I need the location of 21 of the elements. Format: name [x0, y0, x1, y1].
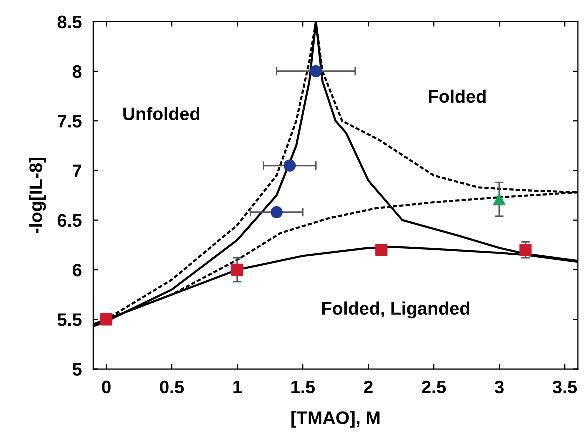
annotation: Folded: [429, 90, 486, 104]
y-tick-label: 5.5: [58, 314, 82, 326]
x-axis-title: [TMAO], M: [292, 411, 380, 428]
y-tick-label: 5: [72, 363, 82, 376]
x-tick-label: 1.5: [292, 381, 316, 394]
x-tick-label: 3: [494, 380, 504, 394]
y-tick-label: 7.5: [58, 115, 82, 128]
y-axis-title: -log[IL-8]: [29, 158, 46, 234]
y-tick-label: 7: [73, 164, 82, 178]
y-tick-label: 8: [72, 65, 82, 78]
x-tick-label: 2.5: [422, 380, 446, 394]
y-tick-label: 6.5: [58, 214, 82, 228]
x-tick-label: 0: [102, 380, 111, 394]
annotation: Unfolded: [124, 107, 200, 120]
x-tick-label: 2: [364, 380, 373, 394]
x-tick-label: 3.5: [552, 380, 578, 394]
x-tick-label: 1: [234, 381, 242, 394]
x-tick-label: 0.5: [160, 380, 184, 394]
annotation: Folded, Liganded: [322, 302, 470, 319]
y-tick-label: 8.5: [58, 16, 82, 29]
y-tick-label: 6: [72, 264, 82, 277]
